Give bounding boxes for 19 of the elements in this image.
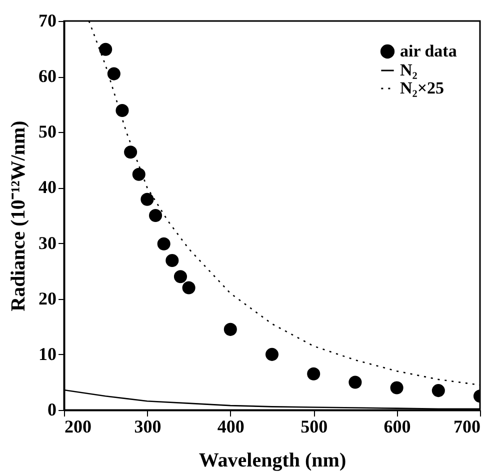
legend-label: N₂×25 [400, 78, 444, 98]
x-tick-label: 600 [384, 416, 411, 436]
x-tick-label: 400 [217, 416, 244, 436]
y-tick-label: 10 [38, 344, 56, 364]
x-tick-label: 200 [64, 416, 92, 436]
y-tick-label: 0 [48, 400, 56, 420]
y-tick-label: 70 [38, 10, 56, 30]
y-tick-label: 20 [38, 288, 56, 308]
x-tick-label: 300 [134, 416, 162, 436]
x-tick-label: 700 [454, 416, 480, 436]
y-tick-label: 50 [38, 122, 56, 142]
legend-label: N₂ [400, 60, 418, 80]
y-tick-label: 60 [38, 66, 56, 86]
x-axis-title: Wavelength (nm) [198, 450, 346, 472]
y-tick-label: 40 [38, 177, 56, 198]
y-axis-title: Radiance (10⁻¹²W/nm) [8, 120, 30, 312]
legend-label: air data [400, 42, 458, 60]
x-tick-label: 500 [300, 416, 328, 436]
y-tick-label: 30 [38, 232, 56, 253]
